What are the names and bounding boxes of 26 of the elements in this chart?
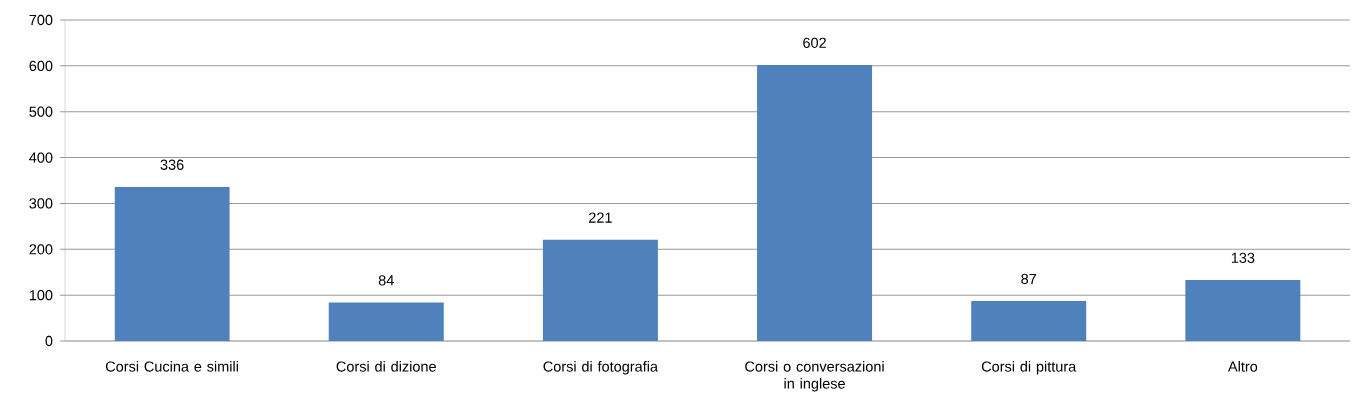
bar bbox=[114, 186, 230, 341]
x-tick-label: Corsi Cucina e simili bbox=[105, 361, 238, 372]
y-tick-label: 400 bbox=[29, 152, 53, 163]
y-tick-label: 500 bbox=[29, 106, 53, 117]
y-tick-label: 0 bbox=[45, 335, 53, 347]
data-label: 84 bbox=[378, 275, 394, 286]
data-label: 221 bbox=[589, 212, 612, 223]
x-tick-label: Corsi o conversazioni in inglese bbox=[745, 361, 884, 392]
data-label: 336 bbox=[160, 159, 184, 170]
y-tick-label: 200 bbox=[29, 244, 53, 255]
y-tick-label: 700 bbox=[29, 14, 53, 26]
bar bbox=[757, 64, 873, 341]
x-tick-label: Corsi di pittura bbox=[981, 361, 1077, 375]
y-tick-label: 600 bbox=[29, 60, 53, 71]
data-label: 87 bbox=[1021, 273, 1037, 285]
bar bbox=[1185, 280, 1301, 341]
data-label: 133 bbox=[1231, 252, 1255, 263]
bar bbox=[542, 239, 658, 341]
x-tick-label: Corsi di dizione bbox=[336, 361, 436, 372]
y-tick-label: 100 bbox=[29, 290, 53, 301]
data-label: 602 bbox=[803, 37, 826, 48]
bar bbox=[328, 302, 444, 341]
bar bbox=[971, 301, 1087, 341]
x-tick-label: Altro bbox=[1228, 361, 1258, 372]
x-tick-label: Corsi di fotografia bbox=[543, 361, 658, 375]
y-tick-label: 300 bbox=[29, 198, 53, 209]
